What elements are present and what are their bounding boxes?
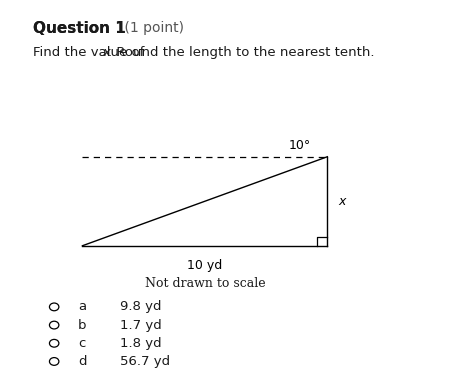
Text: (1 point): (1 point) (120, 21, 184, 35)
Text: Not drawn to scale: Not drawn to scale (145, 277, 265, 290)
Text: Question 1 (1 point): Question 1 (1 point) (33, 21, 172, 35)
Text: c: c (79, 337, 86, 350)
Text: 9.8 yd: 9.8 yd (120, 300, 162, 313)
Text: 56.7 yd: 56.7 yd (120, 355, 170, 368)
Text: x: x (338, 195, 346, 208)
Text: Question 1: Question 1 (33, 21, 126, 36)
Text: 10°: 10° (289, 139, 311, 152)
Text: 10 yd: 10 yd (187, 259, 222, 272)
Text: . Round the length to the nearest tenth.: . Round the length to the nearest tenth. (108, 46, 375, 60)
Text: Question 1: Question 1 (33, 21, 126, 36)
Text: b: b (78, 319, 87, 332)
Text: Find the value of: Find the value of (33, 46, 148, 60)
Text: x: x (103, 46, 111, 60)
Text: d: d (78, 355, 87, 368)
Text: a: a (78, 300, 87, 313)
Text: 1.8 yd: 1.8 yd (120, 337, 162, 350)
Text: 1.7 yd: 1.7 yd (120, 319, 162, 332)
